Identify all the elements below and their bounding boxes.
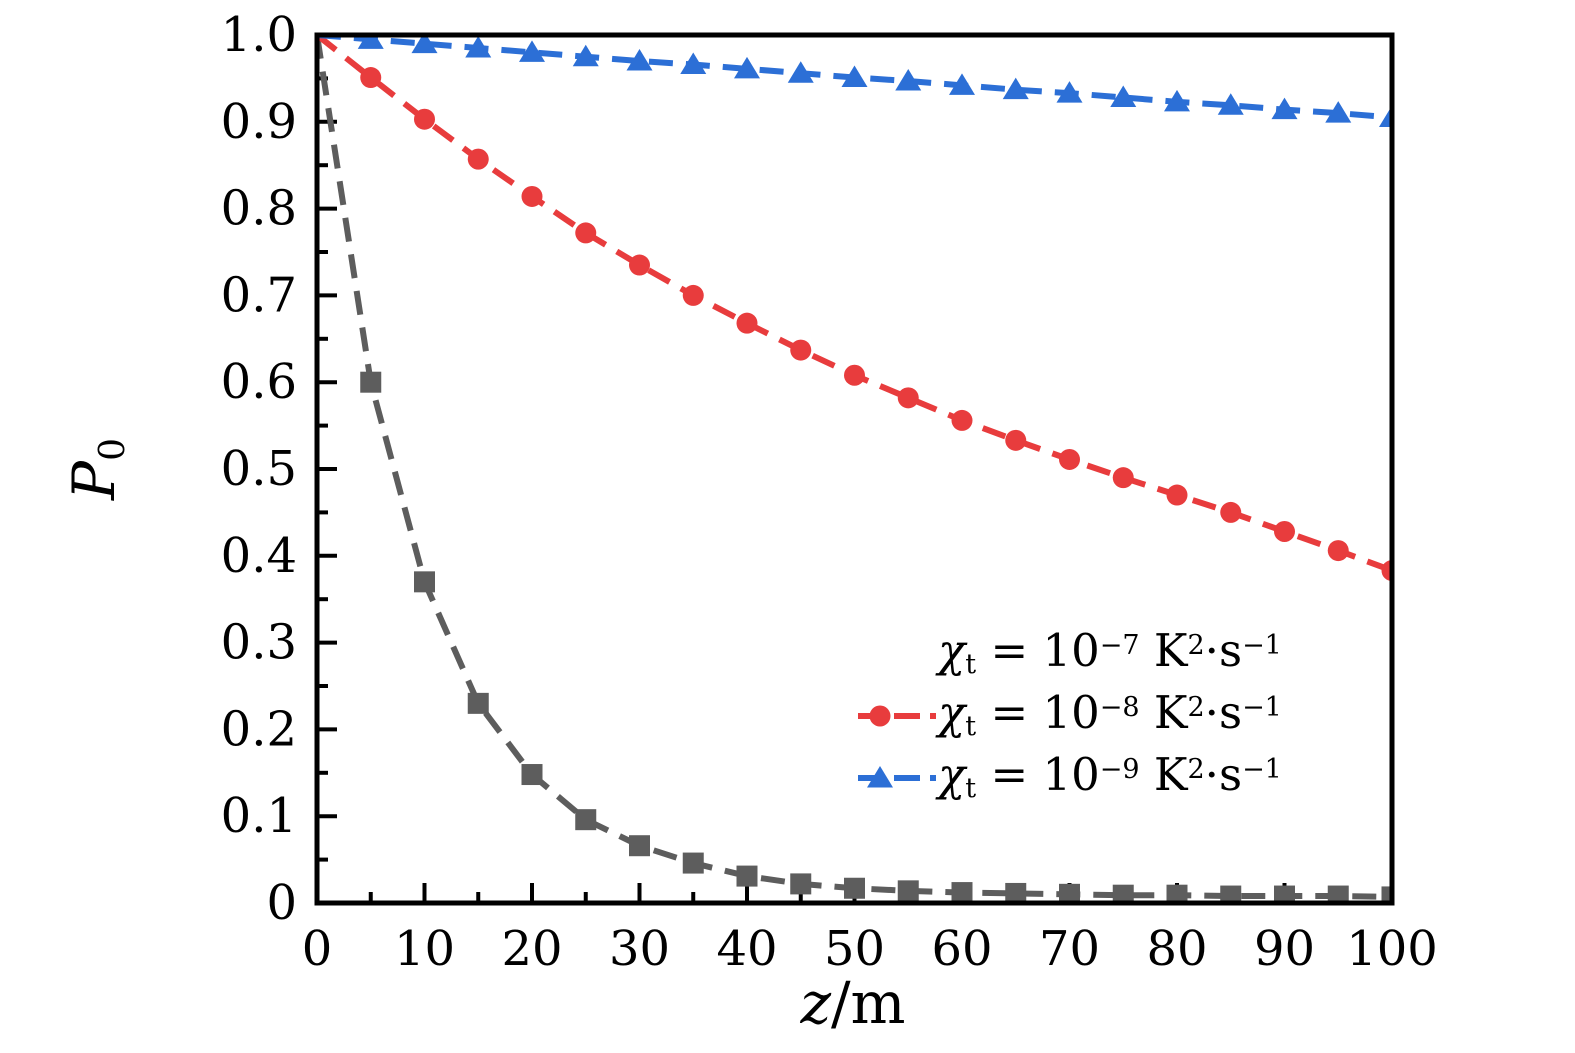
y-tick-label: 0.7 [221, 267, 297, 323]
legend-item: χt = 10−8 K2·s−1 [856, 684, 1282, 746]
y-tick-label: 1.0 [221, 7, 297, 63]
y-tick-label: 0.6 [221, 354, 297, 410]
x-tick-label: 70 [1039, 921, 1100, 977]
x-axis-label-unit: m [850, 969, 906, 1037]
series-2 [317, 35, 1392, 127]
plot-frame [314, 32, 1395, 906]
y-tick-label: 0.9 [221, 94, 297, 150]
x-tick-label: 20 [501, 921, 562, 977]
legend-key-triangle-icon [856, 760, 938, 794]
y-axis-label-subscript: 0 [92, 438, 134, 461]
x-tick-label: 40 [716, 921, 777, 977]
y-tick-label: 0.2 [221, 701, 297, 757]
y-tick-label: 0 [266, 875, 297, 931]
y-tick-labels: 1.0 0.9 0.8 0.7 0.6 0.5 0.4 0.3 0.2 0.1 0 [221, 7, 297, 931]
y-axis-label-symbol: P [59, 460, 128, 500]
y-tick-label: 0.8 [221, 181, 297, 237]
y-tick-label: 0.4 [221, 528, 297, 584]
x-tick-label: 100 [1346, 921, 1438, 977]
legend-item: χt = 10−9 K2·s−1 [856, 746, 1282, 808]
x-tick-label: 30 [609, 921, 670, 977]
x-axis-label: z/m [800, 974, 905, 1032]
x-tick-label: 0 [302, 921, 333, 977]
y-tick-label: 0.1 [221, 788, 297, 844]
x-tick-label: 60 [931, 921, 992, 977]
x-tick-label: 90 [1254, 921, 1315, 977]
x-axis-label-separator: / [831, 969, 851, 1037]
legend-label: χt = 10−8 K2·s−1 [938, 686, 1282, 742]
legend-label: χt = 10−9 K2·s−1 [938, 748, 1282, 804]
x-tick-label: 80 [1146, 921, 1207, 977]
y-axis-label: P0 [60, 438, 134, 500]
legend: χt = 10−7 K2·s−1 χt = 10−8 K2·s−1 χt = 10−… [856, 622, 1282, 808]
series-1 [317, 35, 1392, 582]
series-line-1 [317, 35, 1392, 574]
legend-label: χt = 10−7 K2·s−1 [938, 624, 1282, 680]
x-tick-label: 50 [824, 921, 885, 977]
series-0 [317, 35, 1392, 903]
x-tick-label: 10 [394, 921, 455, 977]
legend-item: χt = 10−7 K2·s−1 [856, 622, 1282, 684]
y-tick-label: 0.3 [221, 615, 297, 671]
y-tick-label: 0.5 [221, 441, 297, 497]
legend-key-circle-icon [856, 698, 938, 732]
x-axis-label-symbol: z [800, 969, 832, 1037]
legend-key-empty [856, 636, 938, 670]
x-tick-labels: 0 10 20 30 40 50 60 70 80 90 100 [302, 921, 1438, 977]
